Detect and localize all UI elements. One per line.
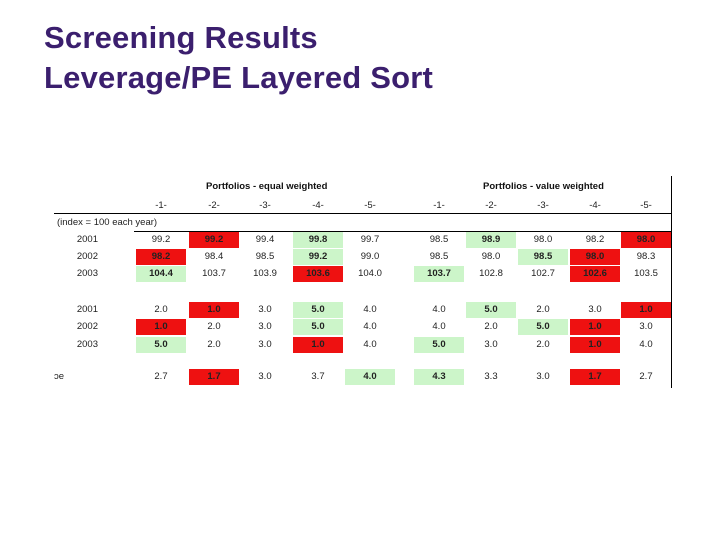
row-year-label: 2003 — [76, 339, 98, 350]
table-cell: 2.7 — [154, 371, 168, 382]
table-cell: 4.3 — [414, 369, 464, 385]
table-cell: 99.7 — [360, 234, 380, 245]
table-cell: 3.0 — [258, 371, 272, 382]
table-cell: 1.7 — [189, 369, 239, 385]
table-cell: 5.0 — [518, 319, 568, 335]
table-cell: 4.0 — [345, 369, 395, 385]
table-cell: 98.0 — [621, 232, 671, 248]
table-cell: 104.4 — [136, 266, 186, 282]
column-header: -5- — [364, 200, 376, 211]
table-right-border — [671, 176, 672, 388]
table-cell: 3.0 — [258, 321, 272, 332]
row-year-label: 2002 — [76, 321, 98, 332]
table-cell: 2.0 — [536, 339, 550, 350]
table-cell: 103.7 — [414, 266, 464, 282]
column-header: -2- — [485, 200, 497, 211]
header-divider — [54, 213, 672, 214]
table-cell: 2.0 — [536, 304, 550, 315]
table-cell: 102.7 — [531, 268, 555, 279]
table-cell: 1.0 — [293, 337, 343, 353]
table-cell: 98.5 — [255, 251, 275, 262]
table-cell: 5.0 — [293, 319, 343, 335]
row-year-label: 2003 — [76, 268, 98, 279]
table-cell: 3.7 — [311, 371, 325, 382]
table-cell: 3.0 — [536, 371, 550, 382]
column-header: -4- — [312, 200, 324, 211]
column-header: -3- — [259, 200, 271, 211]
table-cell: 2.0 — [207, 339, 221, 350]
column-header: -4- — [589, 200, 601, 211]
table-cell: 3.0 — [258, 304, 272, 315]
table-cell: 5.0 — [466, 302, 516, 318]
table-cell: 1.0 — [189, 302, 239, 318]
table-cell: 98.0 — [570, 249, 620, 265]
table-cell: 3.0 — [258, 339, 272, 350]
table-cell: 103.7 — [202, 268, 226, 279]
table-cell: 99.2 — [293, 249, 343, 265]
column-header: -2- — [208, 200, 220, 211]
table-cell: 102.6 — [570, 266, 620, 282]
average-row-label: ɔe — [54, 371, 65, 382]
table-cell: 98.0 — [481, 251, 501, 262]
table-cell: 99.4 — [255, 234, 275, 245]
table-cell: 2.0 — [484, 321, 498, 332]
table-cell: 4.0 — [639, 339, 653, 350]
group-header-equal-weighted: Portfolios - equal weighted — [206, 181, 328, 192]
column-header: -1- — [433, 200, 445, 211]
table-rule — [134, 231, 672, 232]
slide-title-line-1: Screening Results — [44, 20, 318, 55]
table-cell: 99.8 — [293, 232, 343, 248]
column-header: -1- — [155, 200, 167, 211]
table-cell: 3.0 — [484, 339, 498, 350]
table-cell: 1.0 — [570, 319, 620, 335]
index-note: (index = 100 each year) — [57, 217, 158, 228]
group-header-value-weighted: Portfolios - value weighted — [483, 181, 604, 192]
table-cell: 4.0 — [432, 321, 446, 332]
row-year-label: 2001 — [76, 234, 98, 245]
table-cell: 4.0 — [363, 339, 377, 350]
table-cell: 99.2 — [189, 232, 239, 248]
table-cell: 3.0 — [588, 304, 602, 315]
table-cell: 104.0 — [358, 268, 382, 279]
table-cell: 5.0 — [293, 302, 343, 318]
table-cell: 103.6 — [293, 266, 343, 282]
table-cell: 2.0 — [207, 321, 221, 332]
screening-results-table: Portfolios - equal weighted Portfolios -… — [54, 176, 672, 388]
table-cell: 5.0 — [136, 337, 186, 353]
table-cell: 1.0 — [621, 302, 671, 318]
column-header: -3- — [537, 200, 549, 211]
table-cell: 2.0 — [154, 304, 168, 315]
table-cell: 1.7 — [570, 369, 620, 385]
table-cell: 3.3 — [484, 371, 498, 382]
table-cell: 98.5 — [518, 249, 568, 265]
table-cell: 98.2 — [136, 249, 186, 265]
slide-title: Screening Results Leverage/PE Layered So… — [44, 18, 433, 98]
slide-title-line-2: Leverage/PE Layered Sort — [44, 60, 434, 95]
table-cell: 4.0 — [363, 304, 377, 315]
table-cell: 1.0 — [570, 337, 620, 353]
table-cell: 98.4 — [204, 251, 224, 262]
row-year-label: 2001 — [76, 304, 98, 315]
table-cell: 1.0 — [136, 319, 186, 335]
table-cell: 5.0 — [414, 337, 464, 353]
table-cell: 4.0 — [363, 321, 377, 332]
table-cell: 4.0 — [432, 304, 446, 315]
table-cell: 103.5 — [634, 268, 658, 279]
table-cell: 3.0 — [639, 321, 653, 332]
row-year-label: 2002 — [76, 251, 98, 262]
table-cell: 2.7 — [639, 371, 653, 382]
table-cell: 98.2 — [585, 234, 605, 245]
table-cell: 102.8 — [479, 268, 503, 279]
table-cell: 98.3 — [636, 251, 656, 262]
table-cell: 99.0 — [360, 251, 380, 262]
column-header: -5- — [640, 200, 652, 211]
table-cell: 98.9 — [466, 232, 516, 248]
table-cell: 98.0 — [533, 234, 553, 245]
table-cell: 99.2 — [151, 234, 171, 245]
table-cell: 98.5 — [429, 234, 449, 245]
table-cell: 103.9 — [253, 268, 277, 279]
table-cell: 98.5 — [429, 251, 449, 262]
